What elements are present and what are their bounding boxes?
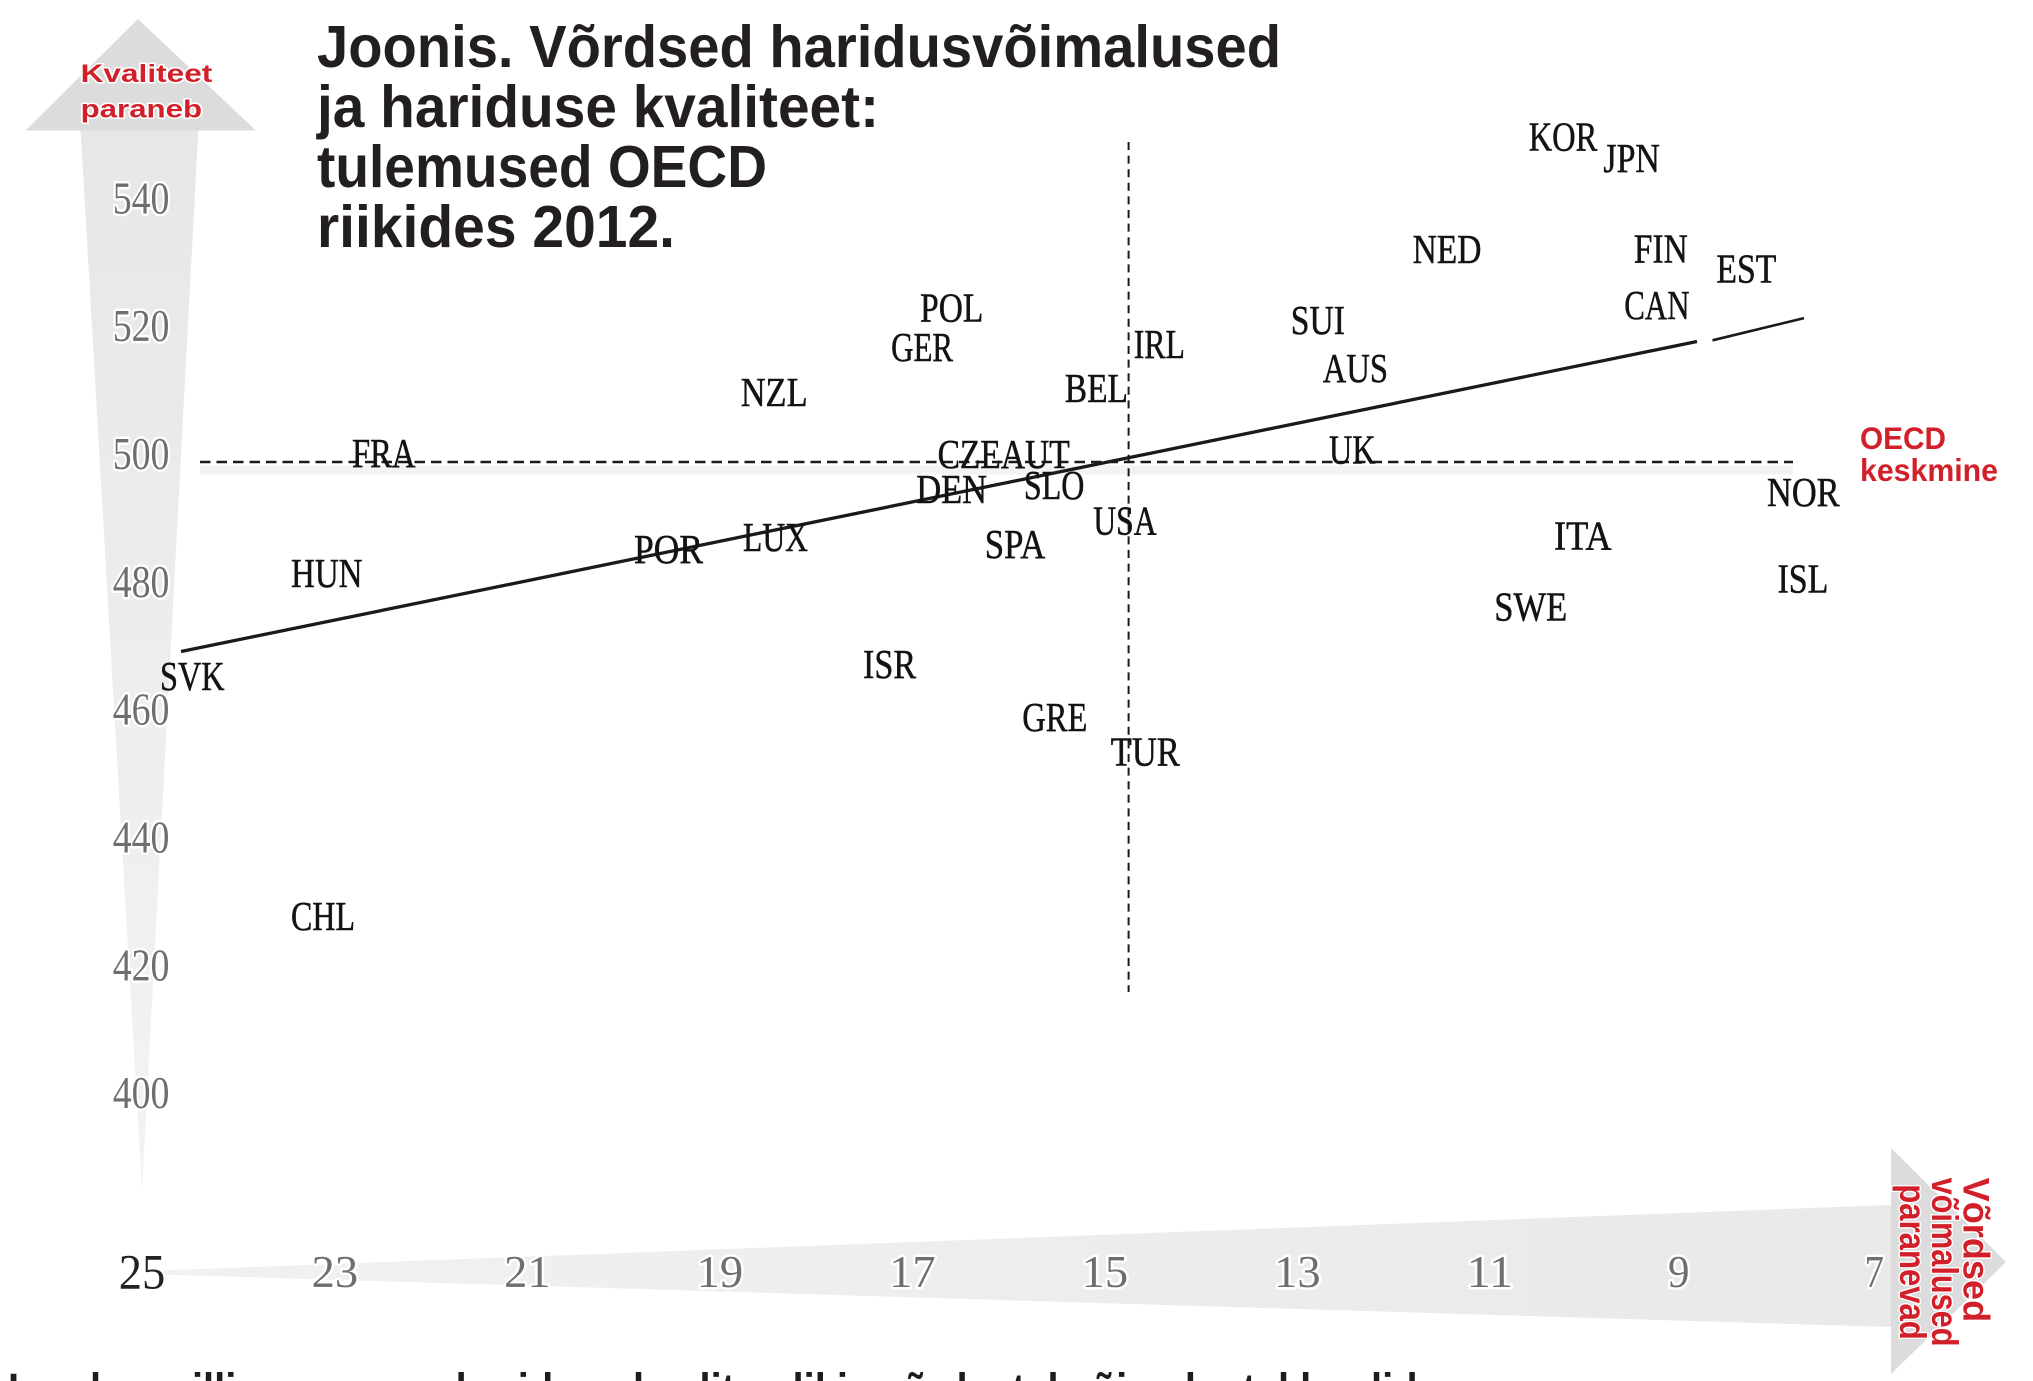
svg-text:FRA: FRA bbox=[352, 430, 416, 476]
svg-text:CHL: CHL bbox=[291, 893, 355, 939]
svg-text:Võrdsed: Võrdsed bbox=[1956, 1178, 1997, 1323]
svg-text:21: 21 bbox=[504, 1247, 551, 1297]
svg-text:võimalused: võimalused bbox=[1924, 1178, 1965, 1347]
svg-text:420: 420 bbox=[113, 940, 170, 990]
svg-text:Loe ka, milline seos on haridu: Loe ka, milline seos on hariduse kvalite… bbox=[8, 1365, 1473, 1381]
svg-text:OECD: OECD bbox=[1860, 420, 1946, 456]
svg-text:15: 15 bbox=[1082, 1247, 1129, 1297]
svg-text:HUN: HUN bbox=[291, 550, 363, 596]
svg-text:11: 11 bbox=[1467, 1247, 1514, 1297]
svg-text:540: 540 bbox=[113, 173, 170, 223]
svg-text:GRE: GRE bbox=[1022, 694, 1087, 740]
svg-text:SLO: SLO bbox=[1024, 462, 1085, 508]
svg-text:DEN: DEN bbox=[916, 466, 987, 512]
svg-text:FIN: FIN bbox=[1634, 226, 1688, 272]
svg-text:POR: POR bbox=[634, 526, 704, 572]
svg-text:IRL: IRL bbox=[1134, 321, 1185, 367]
svg-text:23: 23 bbox=[312, 1247, 359, 1297]
svg-text:NOR: NOR bbox=[1767, 469, 1840, 515]
svg-text:JPN: JPN bbox=[1603, 135, 1660, 181]
svg-text:7: 7 bbox=[1865, 1247, 1885, 1297]
svg-text:UK: UK bbox=[1329, 427, 1376, 473]
svg-text:Joonis. Võrdsed haridusvõimalu: Joonis. Võrdsed haridusvõimalused bbox=[317, 14, 1281, 80]
svg-text:GER: GER bbox=[891, 324, 953, 370]
svg-text:Kvaliteet: Kvaliteet bbox=[81, 60, 214, 88]
svg-text:19: 19 bbox=[697, 1247, 744, 1297]
svg-text:9: 9 bbox=[1668, 1247, 1690, 1297]
svg-text:POL: POL bbox=[920, 285, 983, 331]
svg-text:KOR: KOR bbox=[1529, 113, 1598, 159]
svg-text:460: 460 bbox=[113, 685, 170, 735]
svg-text:ja hariduse kvaliteet:: ja hariduse kvaliteet: bbox=[316, 74, 879, 140]
svg-text:SUI: SUI bbox=[1291, 297, 1345, 343]
svg-text:SWE: SWE bbox=[1494, 584, 1567, 630]
svg-text:AUS: AUS bbox=[1323, 345, 1388, 391]
svg-text:480: 480 bbox=[113, 557, 170, 607]
svg-text:500: 500 bbox=[113, 429, 170, 479]
svg-text:25: 25 bbox=[119, 1244, 166, 1300]
svg-text:ITA: ITA bbox=[1554, 513, 1612, 559]
svg-text:keskmine: keskmine bbox=[1860, 452, 1998, 488]
svg-text:CAN: CAN bbox=[1624, 282, 1689, 328]
svg-text:13: 13 bbox=[1274, 1247, 1321, 1297]
svg-text:riikides 2012.: riikides 2012. bbox=[317, 194, 675, 260]
svg-text:17: 17 bbox=[889, 1247, 936, 1297]
svg-text:BEL: BEL bbox=[1065, 365, 1128, 411]
svg-text:USA: USA bbox=[1093, 497, 1157, 543]
svg-text:paranevad: paranevad bbox=[1892, 1184, 1933, 1340]
svg-text:NED: NED bbox=[1413, 226, 1482, 272]
svg-text:SVK: SVK bbox=[160, 653, 225, 699]
svg-text:400: 400 bbox=[113, 1068, 170, 1118]
svg-text:NZL: NZL bbox=[741, 369, 808, 415]
svg-text:CZEAUT: CZEAUT bbox=[938, 431, 1070, 477]
svg-text:520: 520 bbox=[113, 301, 170, 351]
svg-text:EST: EST bbox=[1716, 246, 1776, 292]
svg-text:440: 440 bbox=[113, 813, 170, 863]
svg-text:TUR: TUR bbox=[1111, 729, 1180, 775]
svg-text:ISL: ISL bbox=[1778, 556, 1829, 602]
svg-text:paraneb: paraneb bbox=[81, 96, 203, 124]
svg-text:tulemused OECD: tulemused OECD bbox=[317, 134, 767, 200]
svg-text:SPA: SPA bbox=[985, 521, 1046, 567]
svg-text:ISR: ISR bbox=[863, 641, 917, 687]
svg-text:LUX: LUX bbox=[743, 514, 808, 560]
